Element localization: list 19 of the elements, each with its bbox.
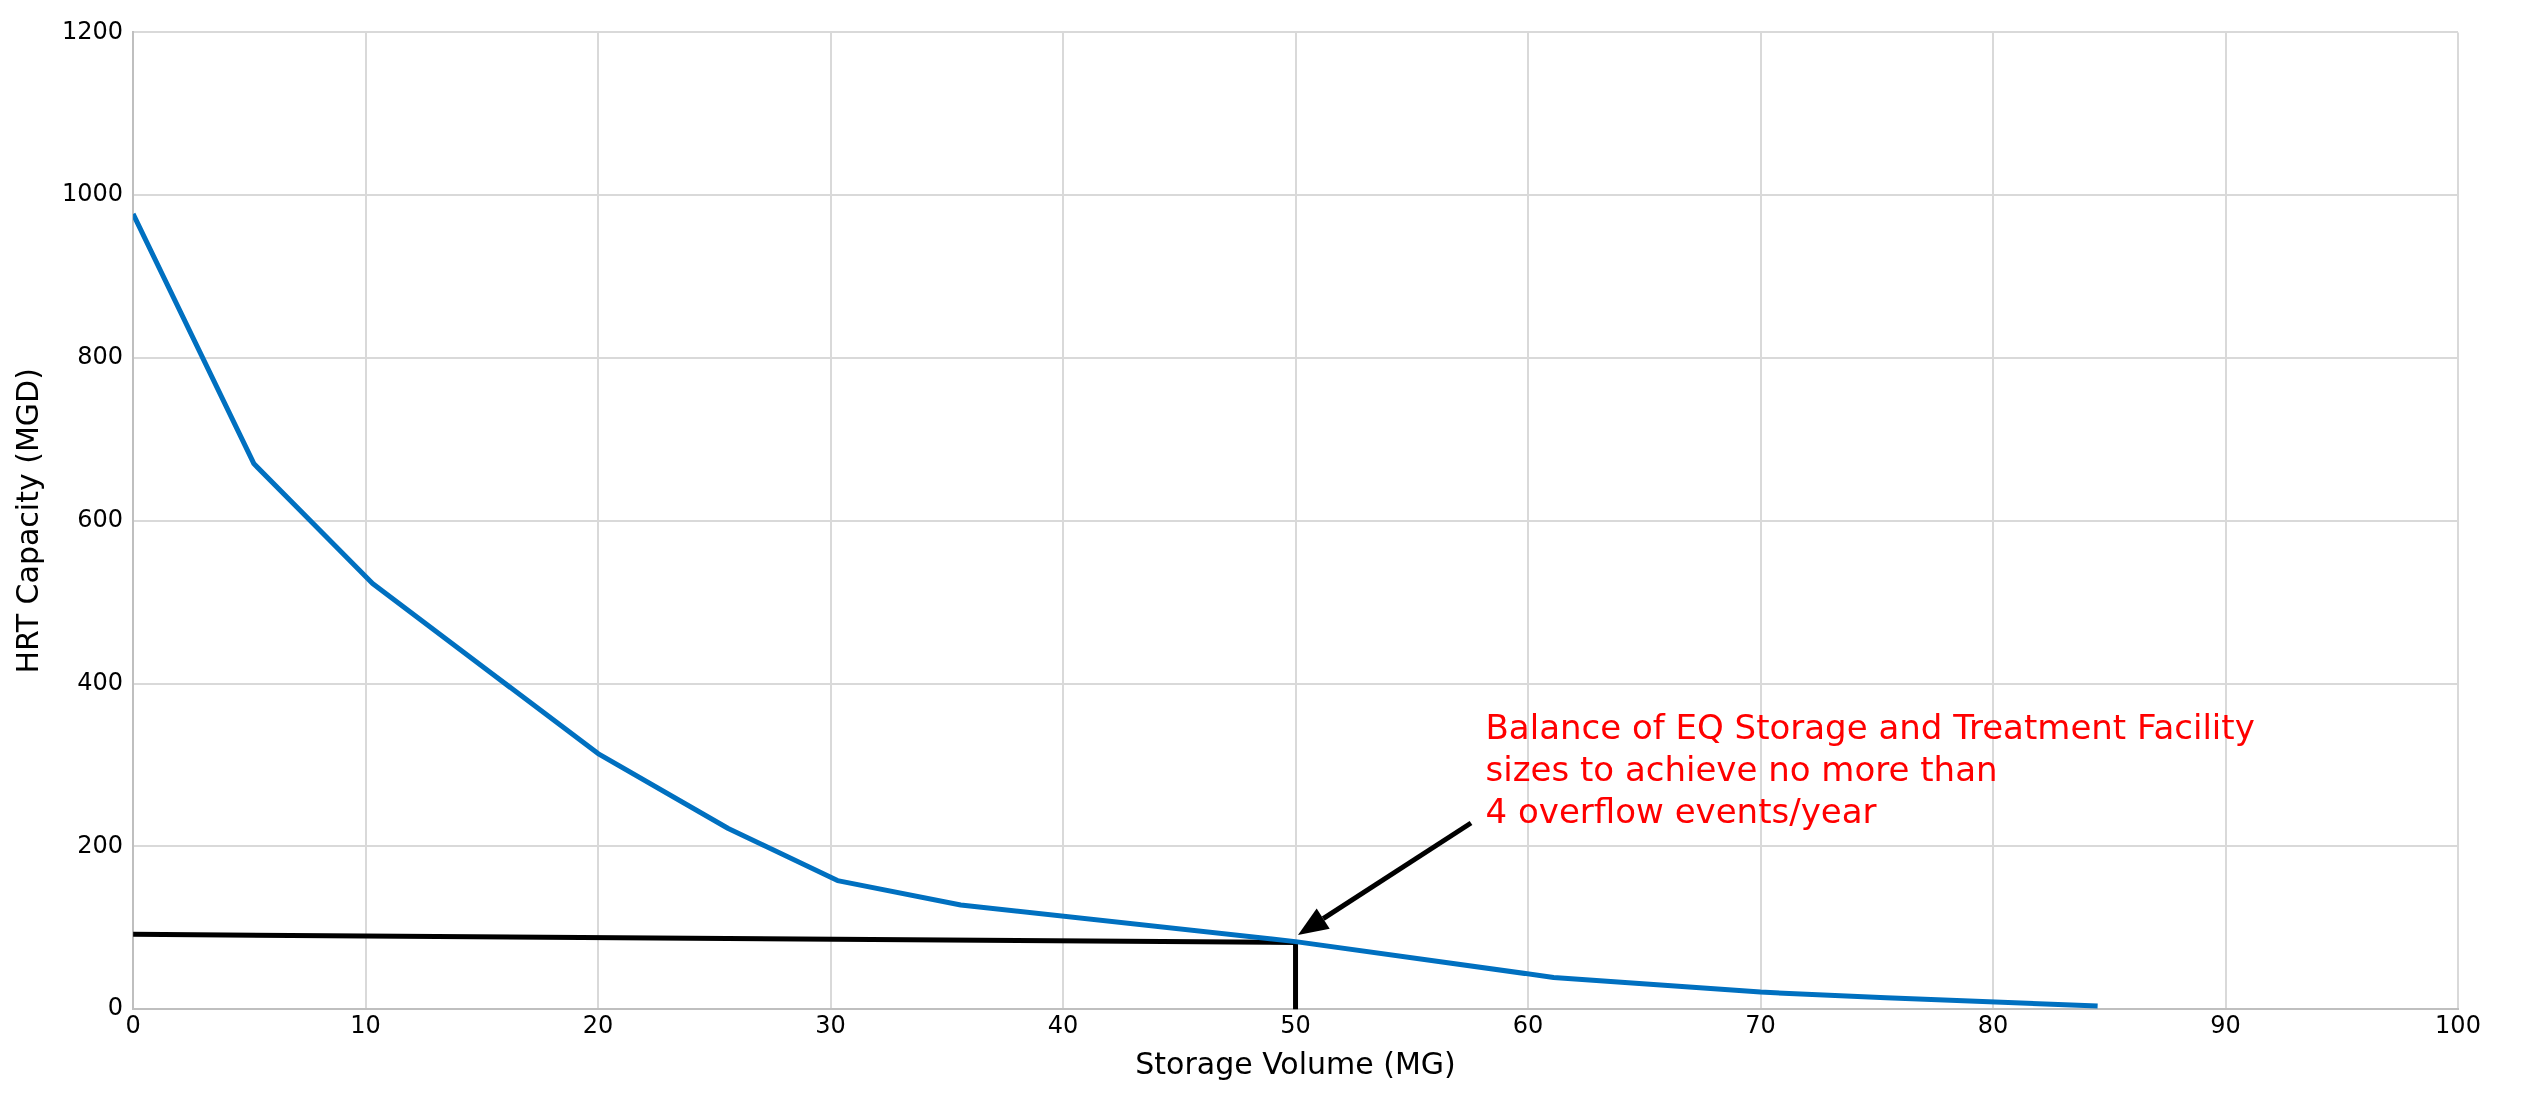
- y-tick-label: 800: [77, 342, 124, 371]
- y-tick-label: 1000: [62, 179, 124, 208]
- x-tick-label: 50: [1280, 1010, 1311, 1039]
- x-tick-label: 30: [815, 1010, 846, 1039]
- annotation: Balance of EQ Storage and Treatment Facility sizes to achieve no more than 4 overflow events/year: [1485, 706, 2255, 831]
- y-tick-label: 600: [77, 505, 124, 534]
- x-tick-label: 10: [350, 1010, 381, 1039]
- y-axis-title: HRT Capacity (MGD): [9, 368, 45, 674]
- x-tick-label: 90: [2210, 1010, 2241, 1039]
- x-tick-label: 40: [1047, 1010, 1079, 1039]
- x-axis-title: Storage Volume (MG): [1135, 1045, 1456, 1081]
- x-tick-label: 20: [582, 1010, 614, 1039]
- x-tick-label: 80: [1977, 1010, 2009, 1039]
- x-tick-label: 70: [1745, 1010, 1776, 1039]
- x-tick-label: 60: [1512, 1010, 1544, 1039]
- x-tick-label: 100: [2435, 1010, 2481, 1039]
- y-tick-label: 400: [77, 667, 124, 696]
- y-tick-label: 200: [77, 830, 124, 859]
- y-tick-label: 1200: [62, 16, 124, 45]
